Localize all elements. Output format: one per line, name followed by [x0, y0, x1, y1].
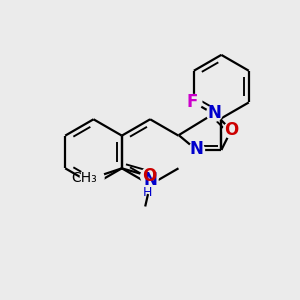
Circle shape	[189, 142, 205, 158]
Circle shape	[206, 105, 222, 121]
Circle shape	[186, 94, 202, 110]
Circle shape	[80, 166, 104, 190]
Text: F: F	[186, 93, 198, 111]
Text: O: O	[142, 167, 157, 185]
Text: N: N	[208, 104, 221, 122]
Circle shape	[141, 176, 159, 194]
Text: O: O	[224, 121, 238, 139]
Circle shape	[141, 167, 158, 185]
Text: N: N	[190, 140, 203, 158]
Text: CH₃: CH₃	[71, 171, 97, 185]
Text: H: H	[142, 186, 152, 199]
Circle shape	[223, 122, 239, 138]
Text: N: N	[143, 171, 157, 189]
